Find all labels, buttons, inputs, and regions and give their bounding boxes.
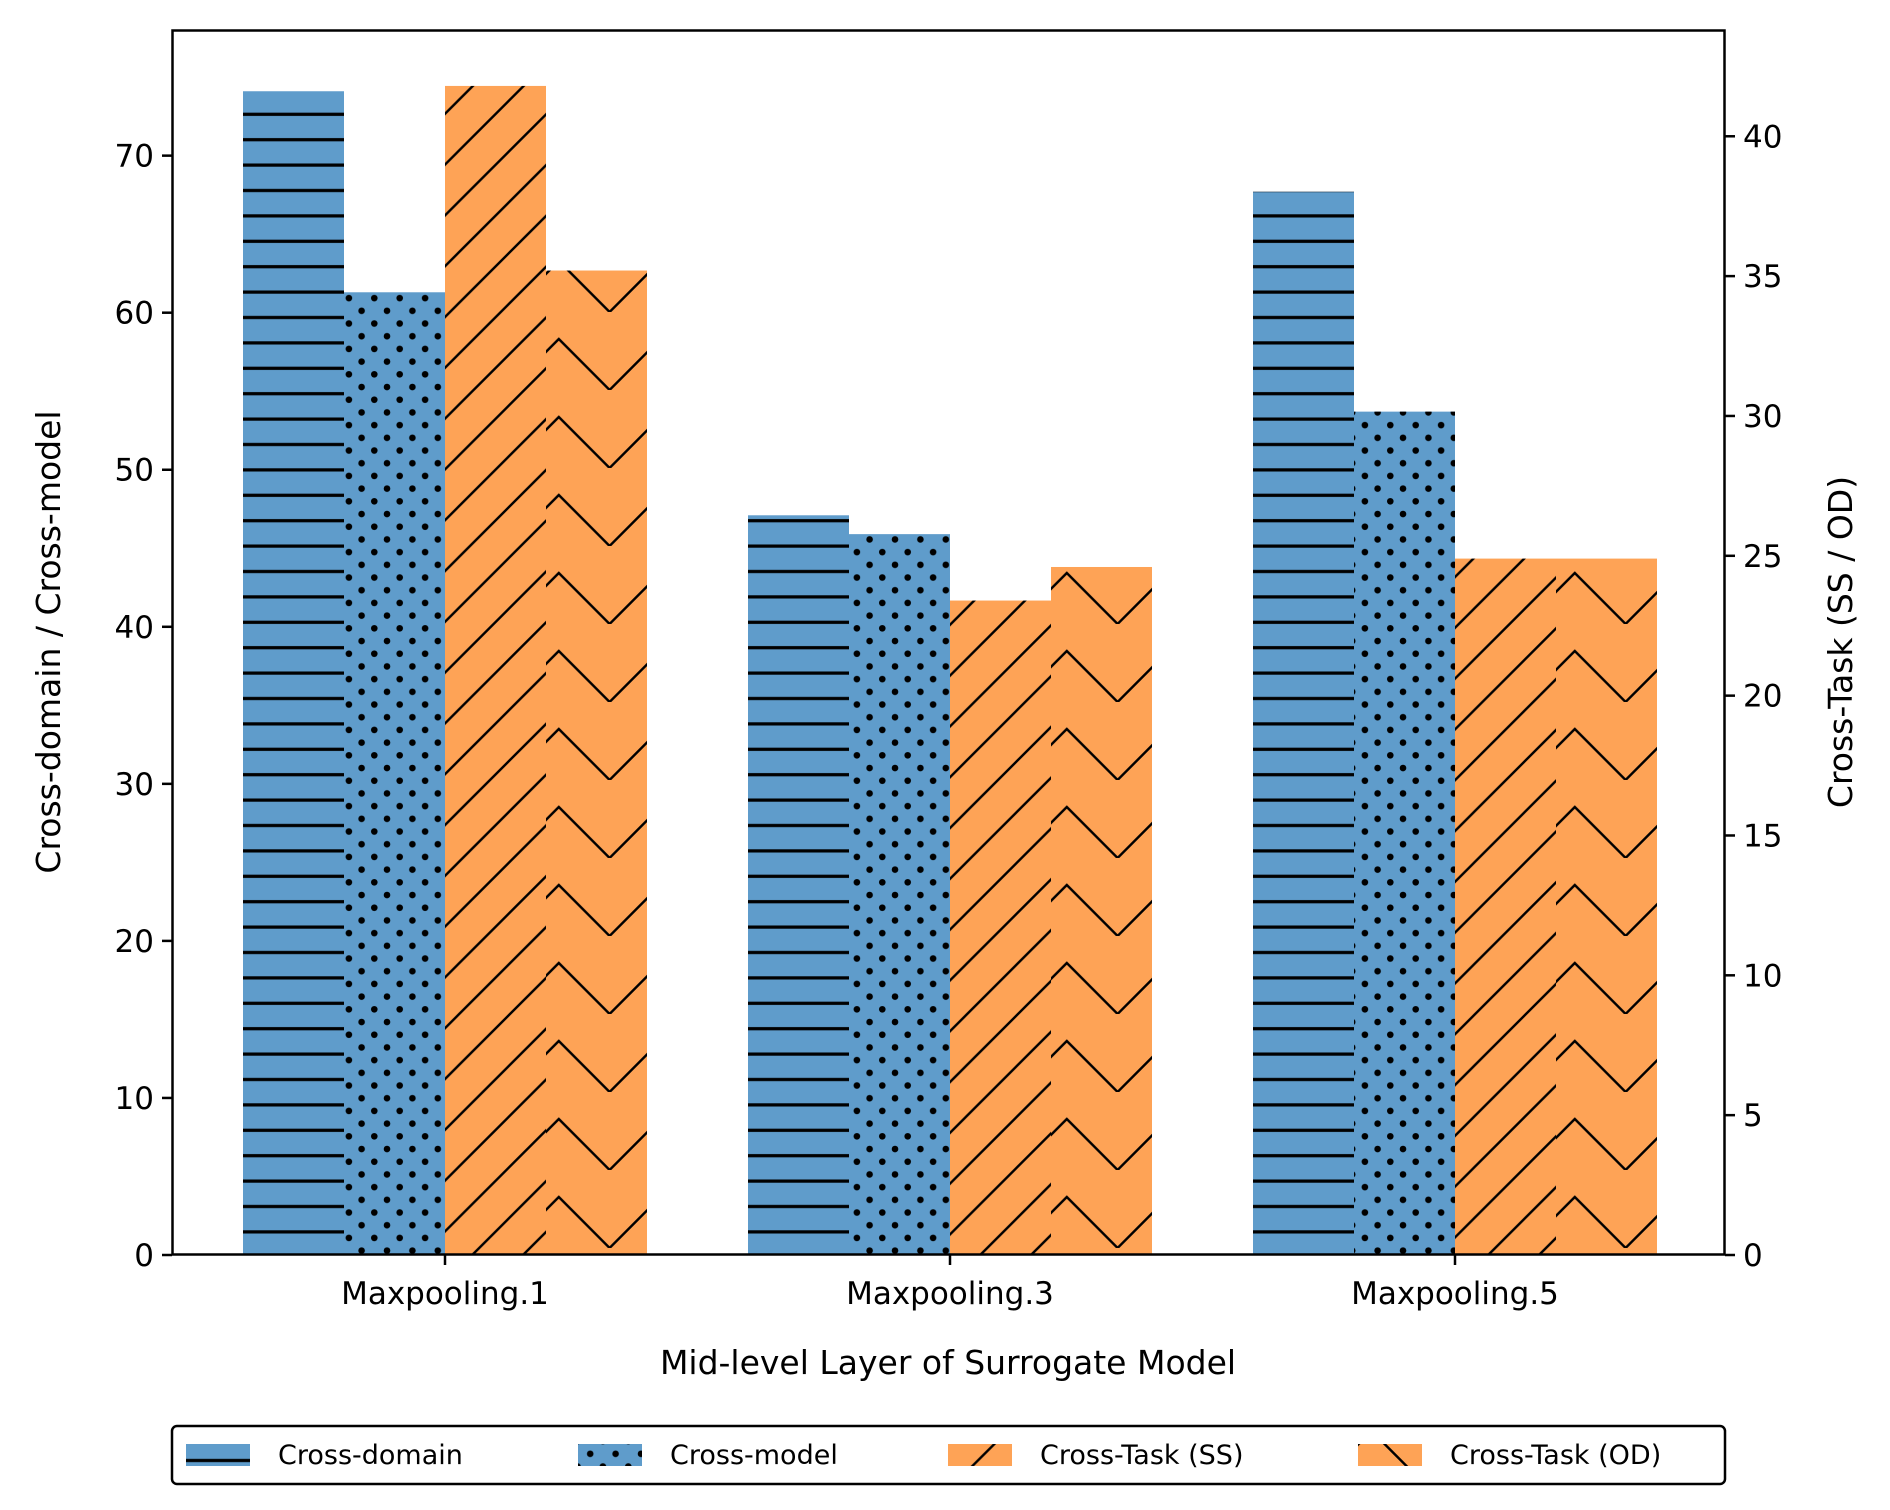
legend-label: Cross-Task (OD): [1450, 1440, 1661, 1471]
bar-cross-task-ss-maxpooling-3: [950, 600, 1051, 1255]
legend-item-cross-task-ss: Cross-Task (SS): [948, 1440, 1243, 1471]
bar-cross-task-ss-maxpooling-1: [445, 85, 546, 1256]
right-y-tick-label: 10: [1743, 958, 1782, 994]
left-y-tick-label: 0: [134, 1238, 154, 1274]
left-y-tick-label: 10: [115, 1081, 154, 1117]
right-y-tick-label: 15: [1743, 818, 1782, 854]
left-y-tick-label: 50: [115, 453, 154, 489]
right-y-tick-label: 0: [1743, 1238, 1763, 1274]
bar-cross-model-maxpooling-3: [849, 534, 950, 1255]
right-y-tick-label: 40: [1743, 119, 1782, 155]
right-y-tick-label: 35: [1743, 259, 1782, 295]
legend-label: Cross-Task (SS): [1040, 1440, 1243, 1471]
bar-cross-domain-maxpooling-1: [243, 91, 344, 1255]
bar-cross-task-ss-maxpooling-5: [1455, 558, 1556, 1255]
x-axis-label: Mid-level Layer of Surrogate Model: [660, 1343, 1236, 1382]
left-y-axis: 0 10 20 30 40 50 60 70: [115, 139, 172, 1274]
bar-cross-model-maxpooling-5: [1354, 411, 1455, 1255]
legend-item-cross-task-od: Cross-Task (OD): [1358, 1440, 1661, 1471]
left-y-tick-label: 70: [115, 139, 154, 175]
left-y-axis-label: Cross-domain / Cross-model: [29, 410, 68, 873]
right-y-tick-label: 25: [1743, 539, 1782, 575]
plot-frame: [171, 29, 1726, 1256]
bar-cross-model-maxpooling-1: [344, 292, 445, 1255]
left-y-tick-label: 40: [115, 610, 154, 646]
left-y-tick-label: 30: [115, 767, 154, 803]
bar-cross-task-od-maxpooling-5: [1556, 558, 1657, 1255]
x-axis: Maxpooling.1 Maxpooling.3 Maxpooling.5: [341, 1255, 1559, 1312]
bar-cross-task-od-maxpooling-3: [1051, 566, 1152, 1255]
legend-item-cross-model: Cross-model: [578, 1440, 838, 1471]
right-y-axis-label: Cross-Task (SS / OD): [1821, 476, 1860, 808]
left-y-tick-label: 60: [115, 296, 154, 332]
legend-label: Cross-domain: [278, 1440, 463, 1471]
x-tick-label: Maxpooling.3: [846, 1276, 1054, 1312]
bar-cross-domain-maxpooling-3: [748, 515, 849, 1255]
bar-cross-task-od-maxpooling-1: [546, 270, 647, 1255]
right-y-tick-label: 30: [1743, 399, 1782, 435]
x-tick-label: Maxpooling.5: [1351, 1276, 1559, 1312]
bars: [243, 85, 1657, 1256]
bar-cross-domain-maxpooling-5: [1253, 191, 1354, 1255]
x-tick-label: Maxpooling.1: [341, 1276, 549, 1312]
right-y-tick-label: 20: [1743, 679, 1782, 715]
legend-item-cross-domain: Cross-domain: [186, 1440, 463, 1471]
left-y-tick-label: 20: [115, 924, 154, 960]
legend: Cross-domain Cross-model Cross-Task (SS) Cr…: [170, 1424, 1727, 1486]
right-y-tick-label: 5: [1743, 1098, 1763, 1134]
legend-label: Cross-model: [670, 1440, 838, 1471]
right-y-axis: 0 5 10 15 20 25 30 35 40: [1725, 119, 1782, 1274]
